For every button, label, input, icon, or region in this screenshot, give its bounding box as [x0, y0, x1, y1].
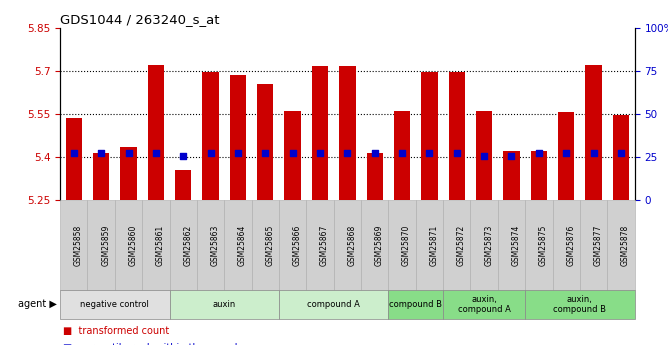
Point	[561, 150, 572, 155]
Text: ■  transformed count: ■ transformed count	[63, 326, 170, 336]
Bar	[558, 112, 574, 200]
Text: auxin: auxin	[212, 300, 236, 309]
Point	[589, 150, 599, 155]
Text: GDS1044 / 263240_s_at: GDS1044 / 263240_s_at	[60, 13, 220, 27]
Bar	[285, 111, 301, 200]
Bar	[148, 65, 164, 200]
Point	[315, 150, 325, 155]
Text: GSM25866: GSM25866	[293, 224, 302, 266]
Bar	[65, 118, 82, 200]
Point	[96, 150, 106, 155]
Text: negative control: negative control	[80, 300, 149, 309]
Bar	[503, 151, 520, 200]
Text: compound A: compound A	[307, 300, 360, 309]
Point	[150, 150, 161, 155]
Point	[506, 153, 517, 158]
Bar	[312, 66, 328, 200]
Bar	[476, 111, 492, 200]
Text: GSM25872: GSM25872	[457, 224, 466, 266]
Point	[479, 153, 490, 158]
Text: GSM25867: GSM25867	[320, 224, 329, 266]
Point	[205, 150, 216, 155]
Bar	[230, 75, 246, 200]
Point	[534, 150, 544, 155]
Text: GSM25858: GSM25858	[73, 224, 83, 266]
Bar	[257, 83, 273, 200]
Bar	[585, 65, 602, 200]
Point	[287, 150, 298, 155]
Point	[232, 150, 243, 155]
Point	[452, 150, 462, 155]
Bar	[394, 111, 410, 200]
Text: GSM25869: GSM25869	[375, 224, 383, 266]
Text: GSM25875: GSM25875	[539, 224, 548, 266]
Text: GSM25865: GSM25865	[265, 224, 275, 266]
Bar	[530, 151, 547, 200]
Text: GSM25871: GSM25871	[430, 224, 438, 266]
Text: GSM25878: GSM25878	[621, 224, 630, 266]
Text: GSM25862: GSM25862	[183, 224, 192, 266]
Point	[424, 150, 435, 155]
Text: GSM25861: GSM25861	[156, 224, 165, 266]
Text: ■  percentile rank within the sample: ■ percentile rank within the sample	[63, 343, 244, 345]
Text: GSM25874: GSM25874	[512, 224, 520, 266]
Bar	[613, 115, 629, 200]
Bar	[449, 72, 465, 200]
Point	[342, 150, 353, 155]
Text: GSM25860: GSM25860	[128, 224, 138, 266]
Point	[68, 150, 79, 155]
Bar	[367, 152, 383, 200]
Text: GSM25873: GSM25873	[484, 224, 493, 266]
Text: GSM25864: GSM25864	[238, 224, 247, 266]
Text: GSM25868: GSM25868	[347, 224, 356, 266]
Point	[616, 150, 627, 155]
Text: GSM25863: GSM25863	[210, 224, 220, 266]
Text: GSM25877: GSM25877	[594, 224, 603, 266]
Bar	[339, 66, 355, 200]
Bar	[175, 170, 192, 200]
Point	[178, 153, 188, 158]
Text: agent ▶: agent ▶	[18, 299, 57, 309]
Bar	[422, 72, 438, 200]
Text: GSM25870: GSM25870	[402, 224, 411, 266]
Text: auxin,
compound A: auxin, compound A	[458, 295, 510, 314]
Text: compound B: compound B	[389, 300, 442, 309]
Point	[369, 150, 380, 155]
Text: GSM25859: GSM25859	[101, 224, 110, 266]
Point	[397, 150, 407, 155]
Bar	[202, 72, 219, 200]
Bar	[120, 147, 137, 200]
Text: GSM25876: GSM25876	[566, 224, 575, 266]
Text: auxin,
compound B: auxin, compound B	[553, 295, 607, 314]
Bar	[93, 152, 110, 200]
Point	[260, 150, 271, 155]
Point	[123, 150, 134, 155]
